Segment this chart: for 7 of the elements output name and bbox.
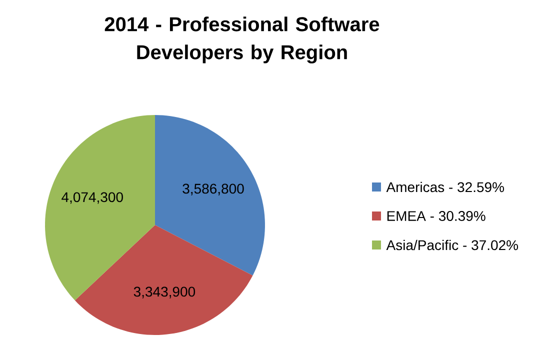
legend-label: Asia/Pacific - 37.02%	[386, 240, 518, 250]
legend-label: EMEA - 30.39%	[387, 211, 486, 221]
data-label: 3,343,900	[134, 286, 196, 298]
data-label: 4,074,300	[62, 192, 123, 204]
data-label: 3,586,800	[182, 184, 244, 196]
chart-title: 2014 - Professional Software Developers by Region	[104, 16, 380, 64]
legend-label: Americas - 32.59%	[386, 182, 504, 192]
